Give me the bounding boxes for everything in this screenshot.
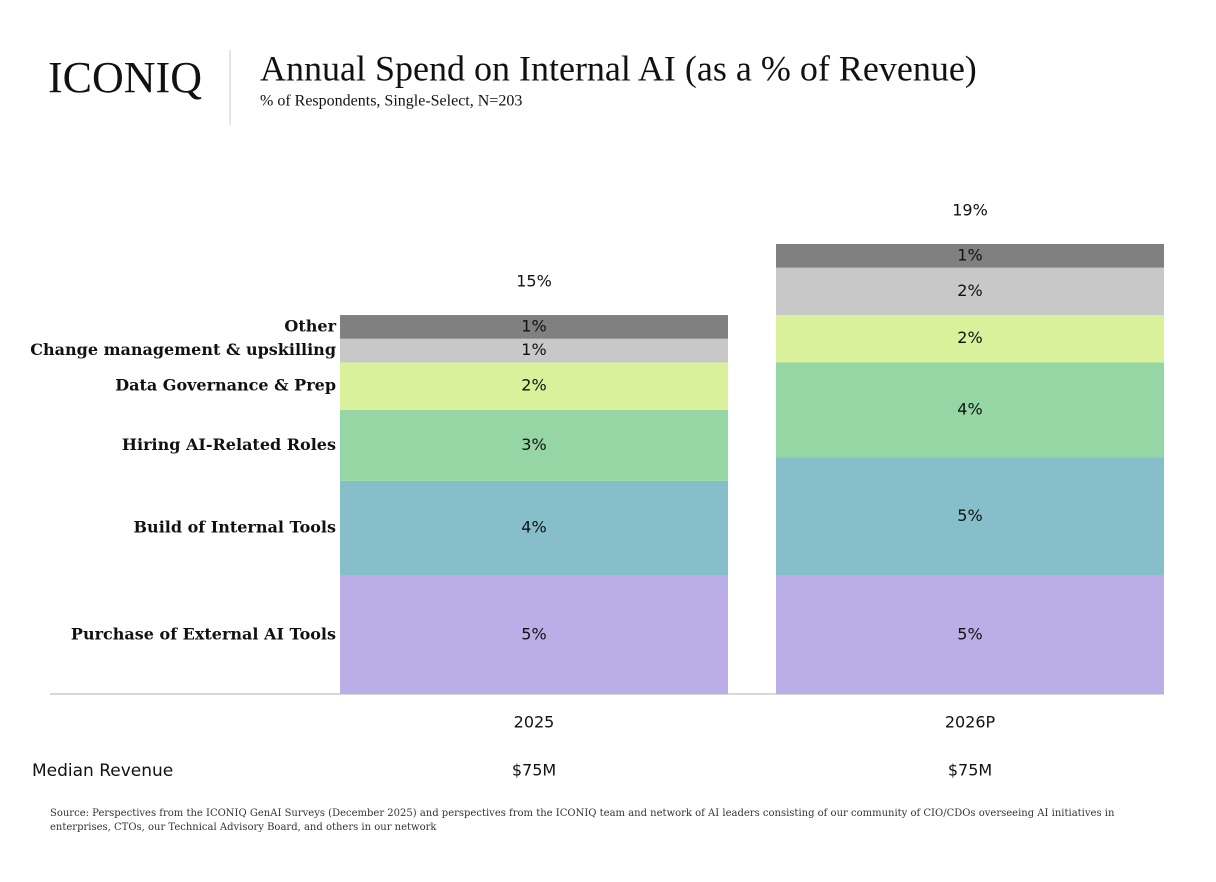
x-tick-label: 2025 bbox=[514, 713, 555, 732]
segment-label: 2% bbox=[521, 376, 546, 395]
total-label: 15% bbox=[516, 272, 552, 291]
segment-label: 5% bbox=[957, 506, 982, 525]
total-label: 19% bbox=[952, 201, 988, 220]
bar-segment bbox=[340, 338, 728, 363]
median-revenue-value: $75M bbox=[512, 761, 556, 780]
bar-segment bbox=[776, 457, 1164, 576]
legend-label: Hiring AI-Related Roles bbox=[122, 435, 336, 454]
chart-title: Annual Spend on Internal AI (as a % of R… bbox=[260, 48, 977, 88]
bar-segment bbox=[340, 480, 728, 576]
legend-label: Build of Internal Tools bbox=[134, 518, 336, 537]
legend-label: Data Governance & Prep bbox=[115, 376, 336, 395]
chart: ICONIQ Annual Spend on Internal AI (as a… bbox=[30, 48, 1164, 781]
x-tick-label: 2026P bbox=[945, 713, 996, 732]
brand-logo: ICONIQ bbox=[48, 53, 202, 102]
bar-segment bbox=[776, 267, 1164, 316]
legend-label: Change management & upskilling bbox=[30, 340, 336, 359]
bar-segment bbox=[340, 362, 728, 410]
bar-segment bbox=[776, 362, 1164, 458]
segment-label: 1% bbox=[957, 245, 982, 264]
bar-segment bbox=[340, 409, 728, 481]
median-revenue-value: $75M bbox=[948, 761, 992, 780]
bar-segment bbox=[776, 244, 1164, 268]
bar-segment bbox=[340, 575, 728, 694]
segment-label: 4% bbox=[957, 399, 982, 418]
bar-segment bbox=[776, 315, 1164, 363]
chart-subtitle: % of Respondents, Single-Select, N=203 bbox=[260, 93, 522, 110]
segment-label: 1% bbox=[521, 340, 546, 359]
legend-label: Purchase of External AI Tools bbox=[71, 624, 336, 643]
segment-label: 1% bbox=[521, 316, 546, 335]
bar-segment bbox=[776, 575, 1164, 694]
segment-label: 3% bbox=[521, 435, 546, 454]
segment-label: 5% bbox=[957, 624, 982, 643]
segment-label: 4% bbox=[521, 518, 546, 537]
bar-segment bbox=[340, 315, 728, 339]
segment-label: 2% bbox=[957, 281, 982, 300]
segment-label: 5% bbox=[521, 624, 546, 643]
legend-label: Other bbox=[284, 316, 336, 335]
source-note: Source: Perspectives from the ICONIQ Gen… bbox=[50, 808, 1115, 833]
segment-label: 2% bbox=[957, 328, 982, 347]
median-revenue-label: Median Revenue bbox=[32, 761, 173, 781]
